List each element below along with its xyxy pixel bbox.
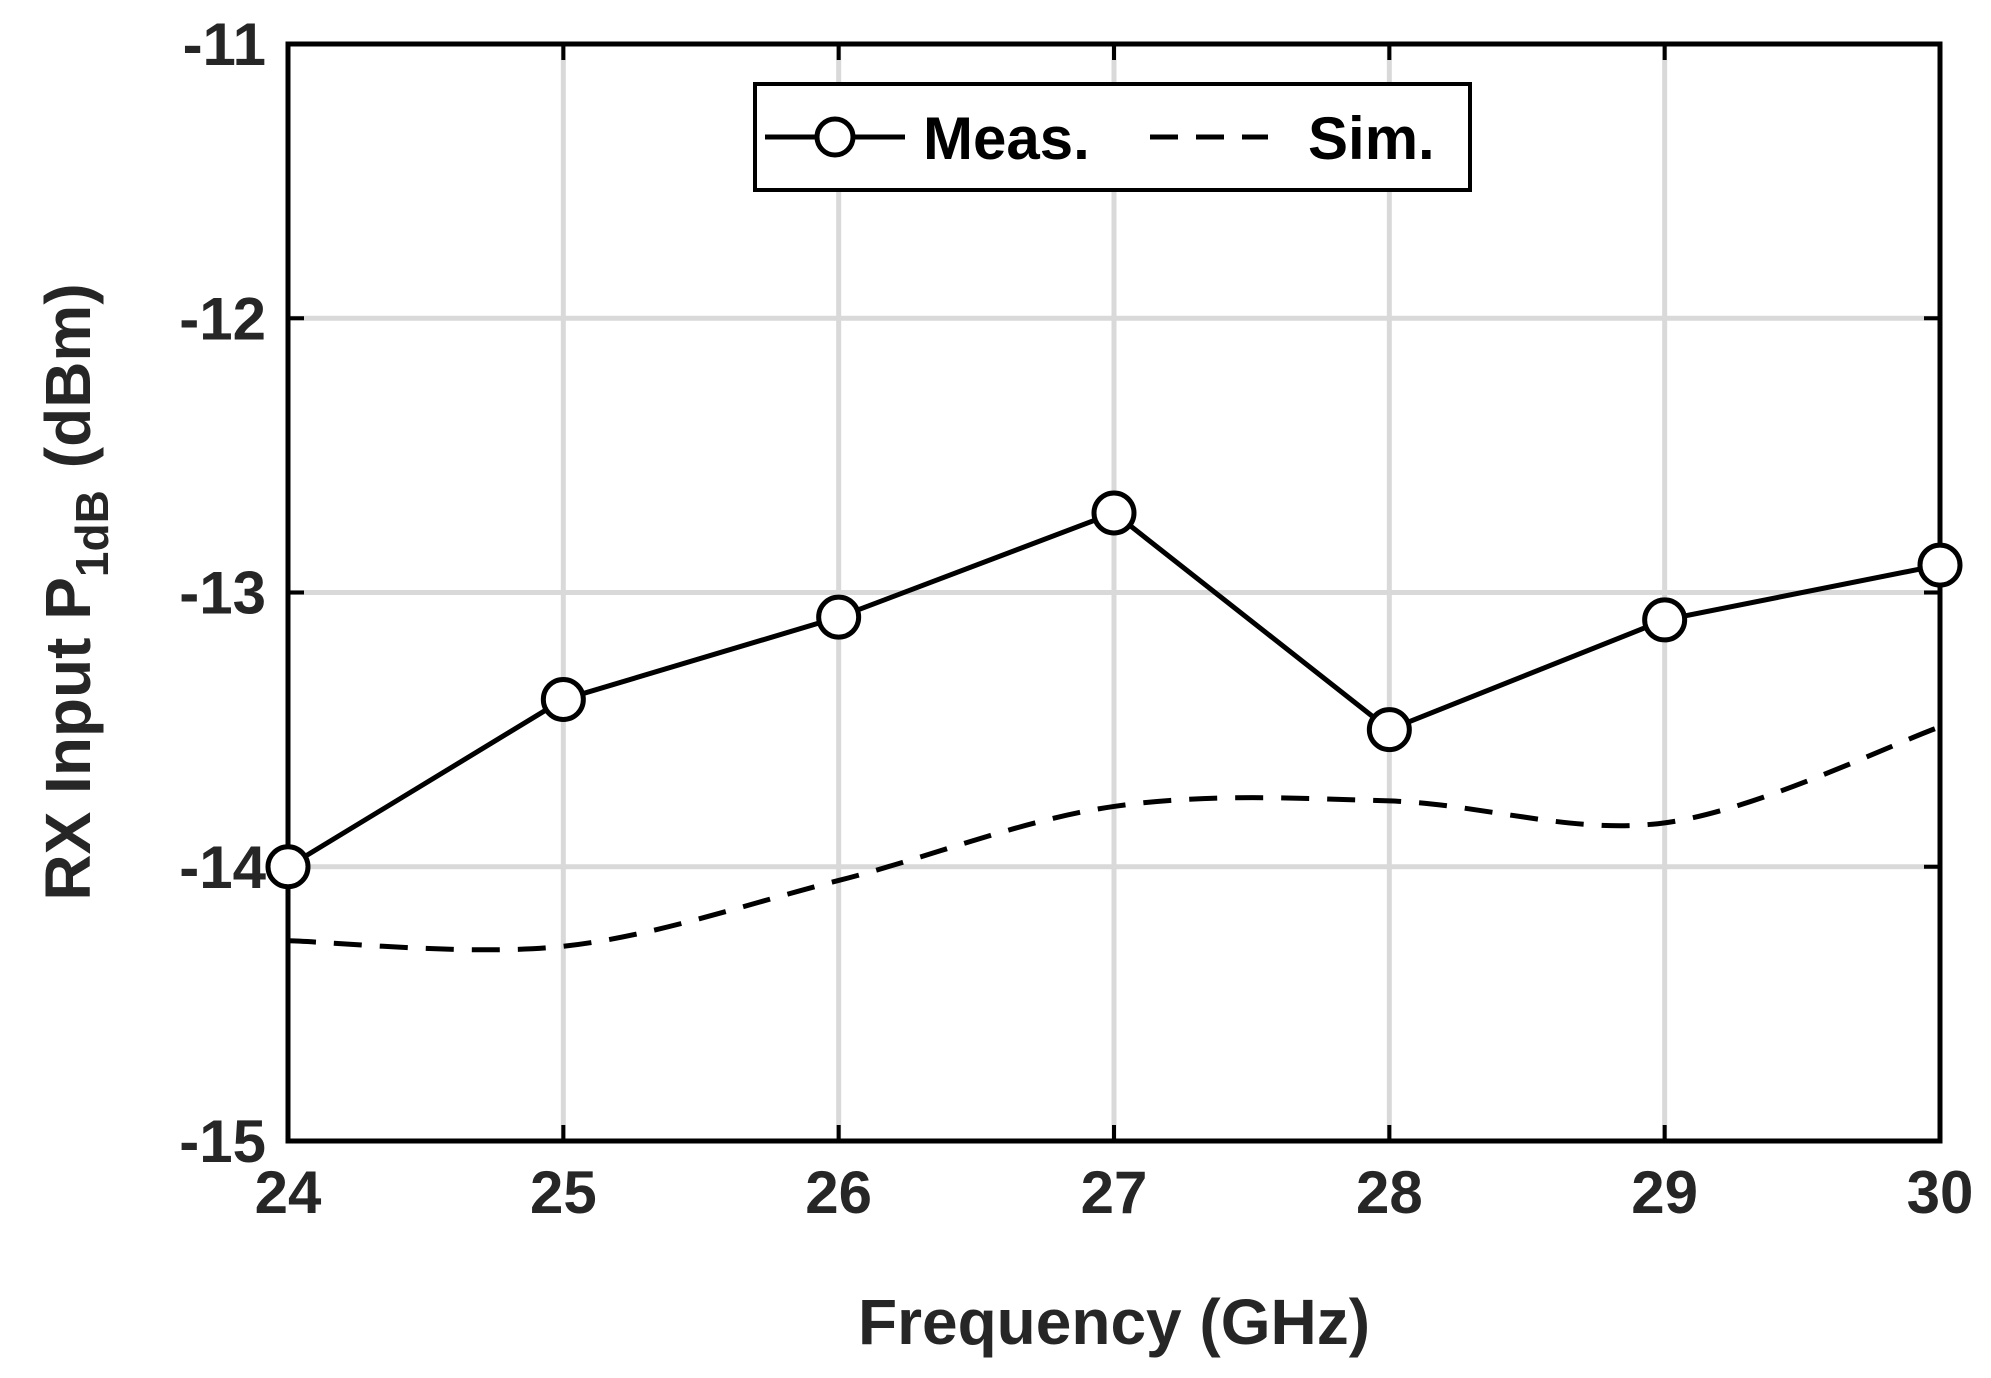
y-tick-label: -12 — [179, 285, 266, 352]
legend-meas-marker — [814, 116, 856, 158]
y-axis-title-main: RX Input P — [32, 577, 104, 901]
x-tick-label: 25 — [530, 1159, 597, 1226]
axis-ticks — [286, 42, 1942, 1143]
x-axis-title: Frequency (GHz) — [858, 1286, 1370, 1358]
x-tick-label: 28 — [1356, 1159, 1423, 1226]
y-tick-label: -11 — [183, 11, 266, 78]
y-axis-title-unit: (dBm) — [32, 283, 104, 468]
series-meas-point — [1091, 490, 1137, 536]
series-meas-point — [1917, 542, 1963, 588]
y-tick-label: -15 — [179, 1108, 266, 1175]
series-meas-point — [265, 844, 311, 890]
y-axis-title-subscript: 1dB — [66, 490, 118, 577]
y-tick-label: -13 — [179, 560, 266, 627]
tick-labels: 24 25 26 27 28 29 30 -15 -14 -13 -12 -11 — [179, 11, 1973, 1226]
legend-sim-label: Sim. — [1308, 105, 1435, 172]
y-tick-label: -14 — [179, 834, 266, 901]
series-meas-point — [540, 676, 586, 722]
x-tick-label: 29 — [1631, 1159, 1698, 1226]
x-tick-label: 26 — [805, 1159, 872, 1226]
series-sim-line — [287, 724, 1941, 953]
series-meas-point — [1366, 707, 1412, 753]
y-axis-title: RX Input P1dB (dBm) — [32, 283, 118, 900]
x-tick-label: 24 — [255, 1159, 322, 1226]
series-meas-point — [1642, 597, 1688, 643]
x-tick-label: 30 — [1907, 1159, 1974, 1226]
legend-meas-label: Meas. — [923, 105, 1090, 172]
x-tick-label: 27 — [1081, 1159, 1148, 1226]
series-meas-point — [816, 594, 862, 640]
series-layer — [265, 490, 1963, 953]
grid — [288, 44, 1940, 1141]
legend: Meas. Sim. — [753, 82, 1472, 192]
